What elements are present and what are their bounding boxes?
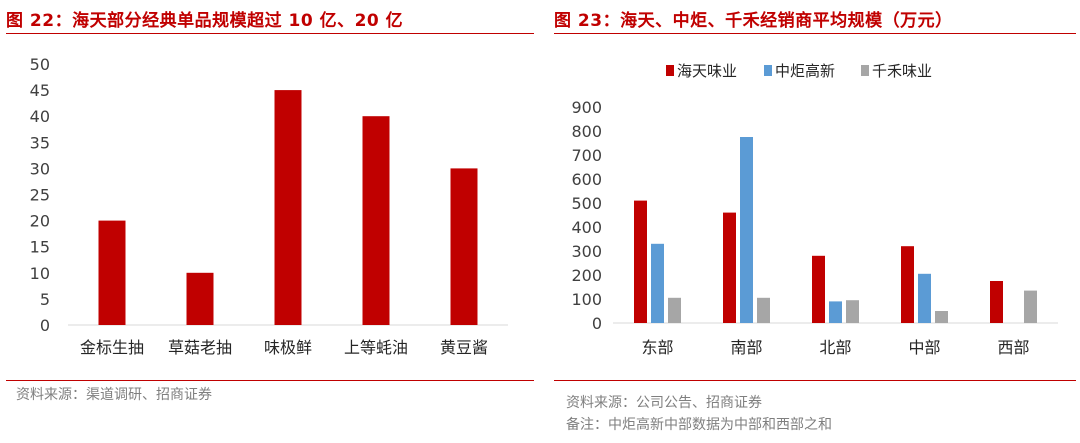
legend-swatch (764, 65, 772, 76)
left-figure-panel: 图 22：海天部分经典单品规模超过 10 亿、20 亿 0 5 10 15 20 25 30… (0, 0, 538, 443)
y-tick-label: 900 (571, 98, 602, 117)
bar (450, 168, 478, 325)
legend-label: 海天味业 (677, 62, 737, 80)
y-tick-label: 45 (30, 81, 50, 100)
bar (362, 116, 390, 325)
bar (990, 281, 1003, 323)
y-tick-label: 20 (30, 212, 50, 231)
bar (757, 297, 770, 323)
left-source-rule (6, 380, 534, 381)
y-tick-label: 30 (30, 159, 50, 178)
y-tick-label: 700 (571, 146, 602, 165)
bar (274, 90, 302, 325)
y-tick-label: 200 (571, 266, 602, 285)
y-tick-label: 50 (30, 55, 50, 74)
y-tick-label: 0 (40, 316, 50, 335)
bar (829, 301, 842, 323)
right-footnote: 备注：中炬高新中部数据为中部和西部之和 (566, 417, 832, 433)
legend-label: 中炬高新 (775, 62, 835, 80)
right-figure-panel: 图 23：海天、中炬、千禾经销商平均规模（万元） 0 100 200 300 400 50… (548, 0, 1080, 443)
y-tick-label: 400 (571, 218, 602, 237)
bar (723, 212, 736, 323)
y-tick-label: 600 (571, 170, 602, 189)
x-tick-label: 金标生抽 (80, 338, 144, 357)
y-tick-label: 15 (30, 238, 50, 257)
bar (935, 311, 948, 323)
bar (901, 246, 914, 323)
x-tick-label: 味极鲜 (264, 338, 312, 357)
bar (98, 220, 126, 325)
bar (918, 273, 931, 323)
x-tick-label: 北部 (819, 338, 851, 357)
bar (634, 200, 647, 323)
left-figure-title: 图 22：海天部分经典单品规模超过 10 亿、20 亿 (6, 11, 404, 31)
right-source-note: 资料来源：公司公告、招商证券 (566, 395, 762, 411)
legend-label: 千禾味业 (872, 62, 932, 80)
y-tick-label: 10 (30, 264, 50, 283)
x-tick-label: 中部 (908, 338, 940, 357)
y-tick-label: 100 (571, 290, 602, 309)
y-tick-label: 5 (40, 290, 50, 309)
right-figure-title: 图 23：海天、中炬、千禾经销商平均规模（万元） (554, 11, 953, 31)
x-tick-label: 黄豆酱 (440, 338, 488, 357)
bar (846, 300, 859, 323)
bar (668, 297, 681, 323)
bar (651, 243, 664, 323)
y-tick-label: 40 (30, 107, 50, 126)
x-tick-label: 草菇老抽 (168, 338, 232, 357)
y-tick-label: 25 (30, 186, 50, 205)
y-tick-label: 0 (592, 314, 602, 333)
bar (1024, 290, 1037, 323)
bar (186, 272, 214, 325)
x-tick-label: 上等蚝油 (344, 338, 408, 357)
bar (740, 137, 753, 323)
x-tick-label: 东部 (641, 338, 673, 357)
legend-swatch (666, 65, 674, 76)
legend-swatch (861, 65, 869, 76)
left-source-note: 资料来源：渠道调研、招商证券 (16, 387, 212, 403)
left-title-rule (6, 33, 534, 34)
y-tick-label: 500 (571, 194, 602, 213)
bar (812, 255, 825, 323)
right-title-rule (554, 33, 1076, 34)
right-source-rule (554, 380, 1076, 381)
right-grouped-bar-chart: 0 100 200 300 400 500 600 700 800 900 东部 南部 北部 中部 西部 海天… (571, 62, 1058, 357)
x-tick-label: 南部 (730, 338, 762, 357)
y-tick-label: 300 (571, 242, 602, 261)
y-tick-label: 800 (571, 122, 602, 141)
x-tick-label: 西部 (997, 338, 1029, 357)
y-tick-label: 35 (30, 133, 50, 152)
left-bar-chart: 0 5 10 15 20 25 30 35 40 45 50 金标生抽 草菇老抽 味极鲜 上等蚝油 黄豆酱 (30, 55, 508, 357)
